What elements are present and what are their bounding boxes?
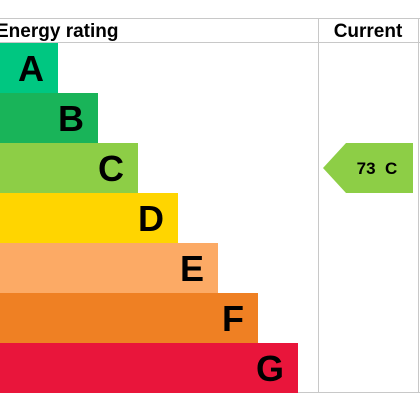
band-f-label: F [222, 298, 244, 339]
band-g-label: G [256, 348, 284, 389]
band-c-bar [0, 143, 138, 193]
band-e-label: E [180, 248, 204, 289]
band-d-label: D [138, 198, 164, 239]
band-a-bar [0, 43, 58, 93]
band-e-bar [0, 243, 218, 293]
band-b-label: B [58, 98, 84, 139]
current-rating-arrow [323, 143, 413, 193]
band-f-bar [0, 293, 258, 343]
current-rating-label: 73 C [357, 159, 398, 178]
band-g-bar [0, 343, 298, 393]
current-header: Current [334, 21, 403, 42]
band-a-label: A [18, 48, 44, 89]
current-rating-indicator: 73 C [323, 143, 413, 193]
band-c-label: C [98, 148, 124, 189]
band-d-bar [0, 193, 178, 243]
energy-rating-header: Energy rating [0, 21, 118, 42]
band-b-bar [0, 93, 98, 143]
